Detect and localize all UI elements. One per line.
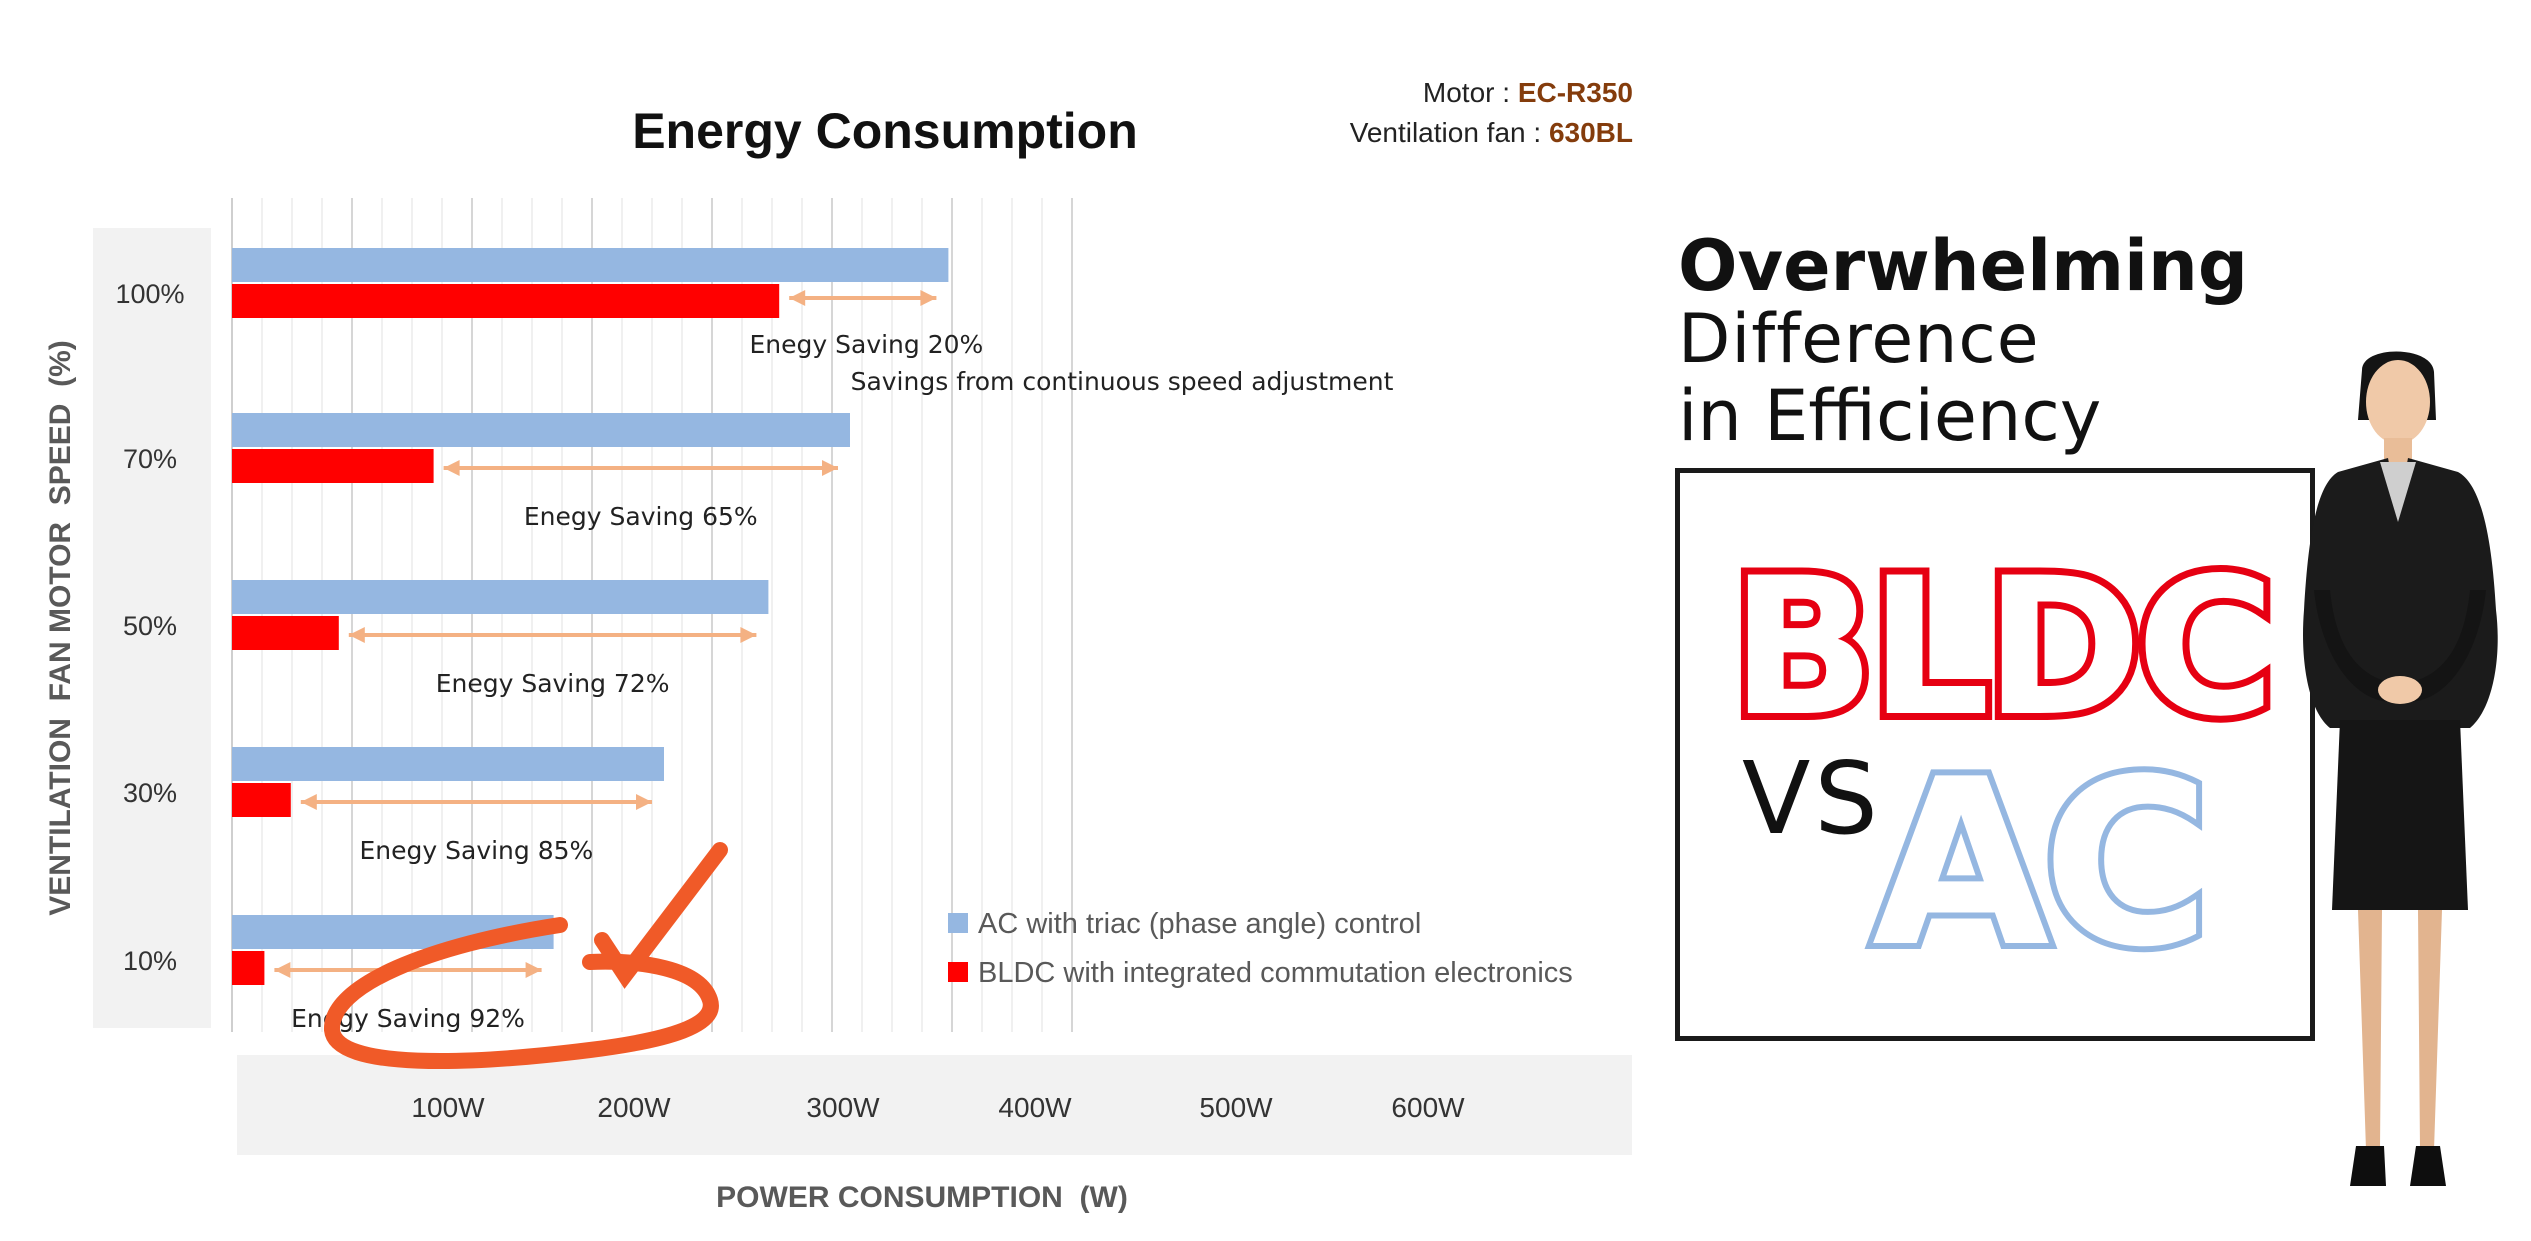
legend-swatch-bldc bbox=[948, 962, 968, 982]
y-axis-band bbox=[93, 228, 211, 1028]
saving-label: Enegy Saving 72% bbox=[436, 669, 670, 698]
chart-title: Energy Consumption bbox=[632, 103, 1138, 159]
presenter-legs bbox=[2358, 910, 2442, 1150]
x-tick-label: 300W bbox=[806, 1092, 880, 1123]
saving-arrow-head-left bbox=[443, 460, 460, 476]
x-tick-label: 500W bbox=[1199, 1092, 1273, 1123]
saving-sublabel: Savings from continuous speed adjustment bbox=[851, 367, 1394, 396]
category-label: 10% bbox=[123, 946, 177, 976]
presenter-face bbox=[2366, 360, 2430, 444]
presenter-neck bbox=[2384, 438, 2412, 464]
fan-meta-value: 630BL bbox=[1549, 117, 1633, 148]
y-axis-title: VENTILATION FAN MOTOR SPEED (%) bbox=[44, 340, 77, 916]
highlight-circle bbox=[324, 842, 728, 1070]
bldc-wordmark: BLDC bbox=[1730, 537, 2269, 758]
headline-line-3: in Efficiency bbox=[1678, 375, 2102, 457]
x-tick-label: 400W bbox=[998, 1092, 1072, 1123]
saving-arrow-head-right bbox=[920, 290, 937, 306]
x-axis-title: POWER CONSUMPTION (W) bbox=[716, 1181, 1128, 1214]
saving-arrow-head-right bbox=[740, 627, 757, 643]
saving-label: Enegy Saving 85% bbox=[360, 836, 594, 865]
presenter-arms bbox=[2314, 590, 2486, 702]
headline-line-1: Overwhelming bbox=[1678, 225, 2248, 307]
bar-bldc-30pct bbox=[232, 783, 291, 817]
category-label: 100% bbox=[115, 279, 184, 309]
category-label: 30% bbox=[123, 778, 177, 808]
legend-swatch-ac bbox=[948, 913, 968, 933]
motor-meta-label: Motor : bbox=[1423, 77, 1518, 108]
bar-ac-30pct bbox=[232, 747, 664, 781]
comparison-graphic: BLDC VS AC bbox=[1723, 530, 2282, 1004]
legend-label-ac: AC with triac (phase angle) control bbox=[978, 908, 1421, 940]
grid-lines bbox=[261, 198, 1073, 1032]
saving-arrow-head-right bbox=[525, 962, 542, 978]
bar-ac-70pct bbox=[232, 413, 850, 447]
saving-arrow-head-right bbox=[822, 460, 838, 476]
bar-ac-100pct bbox=[232, 248, 949, 282]
x-tick-label: 100W bbox=[411, 1092, 485, 1123]
saving-label: Enegy Saving 65% bbox=[524, 502, 758, 531]
x-tick-label: 200W bbox=[597, 1092, 671, 1123]
saving-annotations: Enegy Saving 20% Savings from continuous … bbox=[291, 330, 1394, 1033]
category-labels: 100% 70% 50% 30% 10% bbox=[115, 279, 184, 976]
saving-arrow-head-left bbox=[789, 290, 806, 306]
legend: AC with triac (phase angle) control BLDC… bbox=[948, 908, 1573, 989]
saving-arrow-head-left bbox=[300, 794, 317, 810]
fan-meta: Ventilation fan : 630BL bbox=[1350, 117, 1633, 148]
saving-arrow-head-left bbox=[348, 627, 365, 643]
bar-bldc-10pct bbox=[232, 951, 265, 985]
comparison-box: BLDC VS AC bbox=[1675, 468, 2315, 1041]
x-axis-band bbox=[237, 1055, 1632, 1155]
category-label: 50% bbox=[123, 611, 177, 641]
motor-meta: Motor : EC-R350 bbox=[1423, 77, 1633, 108]
fan-meta-label: Ventilation fan : bbox=[1350, 117, 1549, 148]
saving-arrow-head-right bbox=[636, 794, 652, 810]
presenter-hands bbox=[2378, 676, 2422, 704]
x-tick-label: 600W bbox=[1391, 1092, 1465, 1123]
bar-bldc-70pct bbox=[232, 449, 434, 483]
ac-wordmark: AC bbox=[1872, 731, 2203, 998]
presenter-blouse bbox=[2380, 462, 2416, 522]
presenter-skirt bbox=[2332, 720, 2468, 910]
saving-arrow-head-left bbox=[274, 962, 291, 978]
legend-label-bldc: BLDC with integrated commutation electro… bbox=[978, 957, 1573, 989]
presenter-shoes bbox=[2350, 1146, 2446, 1186]
motor-meta-value: EC-R350 bbox=[1518, 77, 1633, 108]
saving-arrows bbox=[274, 290, 937, 978]
vs-label: VS bbox=[1742, 740, 1882, 857]
headline-line-2: Difference bbox=[1678, 300, 2040, 379]
saving-label: Enegy Saving 20% bbox=[750, 330, 984, 359]
presenter-figure bbox=[2303, 351, 2498, 1186]
bar-ac-50pct bbox=[232, 580, 769, 614]
bar-bldc-100pct bbox=[232, 284, 780, 318]
category-label: 70% bbox=[123, 444, 177, 474]
x-tick-labels: 100W 200W 300W 400W 500W 600W bbox=[411, 1092, 1465, 1123]
bar-bldc-50pct bbox=[232, 616, 339, 650]
